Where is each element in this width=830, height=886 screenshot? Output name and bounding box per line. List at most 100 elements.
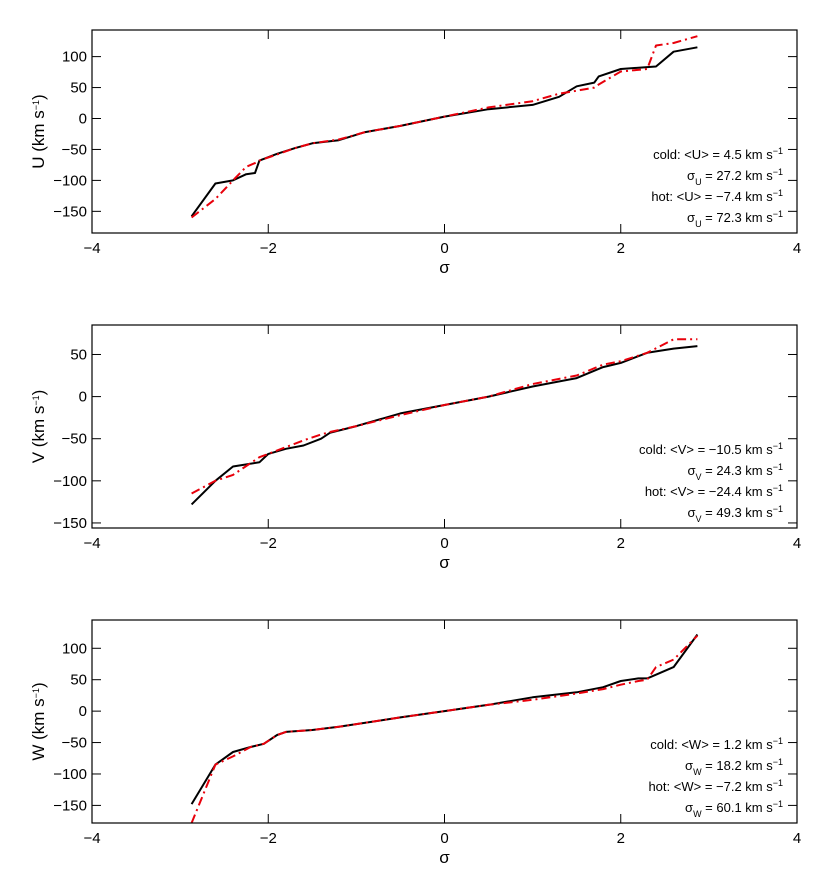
text-part: −1 <box>773 483 783 493</box>
x-tick-label: 4 <box>793 830 801 847</box>
x-tick-label: 4 <box>793 535 801 552</box>
text-part: −1 <box>773 209 783 219</box>
x-tick-label: −2 <box>260 240 277 257</box>
series-line <box>191 338 698 495</box>
series-line <box>190 345 698 506</box>
text-part: −1 <box>31 688 41 698</box>
text-part: −1 <box>773 441 783 451</box>
text-part: σ <box>685 758 693 773</box>
text-part: −1 <box>31 100 41 110</box>
text-part: σ <box>688 505 696 520</box>
text-part: U <box>695 219 702 229</box>
x-tick-label: 0 <box>440 240 448 257</box>
plot-frame <box>91 619 798 824</box>
text-part: −1 <box>773 736 783 746</box>
y-tick-label: −150 <box>53 515 87 532</box>
x-axis-label: σ <box>439 258 450 277</box>
annotation: hot: <V> = −24.4 km s−1 <box>645 483 783 499</box>
y-tick-label: −50 <box>62 141 87 158</box>
plot-frame <box>91 29 798 234</box>
text-part: = 18.2 km s <box>702 758 774 773</box>
y-axis-label: W (km s−1) <box>29 682 48 760</box>
x-tick-label: −4 <box>83 240 100 257</box>
text-part: σ <box>687 168 695 183</box>
y-tick-label: 50 <box>70 80 87 97</box>
text-part: U <box>695 177 702 187</box>
x-tick-label: 2 <box>617 830 625 847</box>
series-line <box>190 46 698 217</box>
text-part: −1 <box>773 778 783 788</box>
text-part: W (km s <box>29 698 48 760</box>
y-tick-label: −50 <box>62 735 87 752</box>
annotation: cold: <V> = −10.5 km s−1 <box>639 441 783 457</box>
text-part: W <box>693 767 702 777</box>
text-part: ) <box>29 94 48 100</box>
y-tick-label: 0 <box>79 111 87 128</box>
y-tick-label: 50 <box>70 346 87 363</box>
x-tick-label: −4 <box>83 830 100 847</box>
annotation: hot: <U> = −7.4 km s−1 <box>651 188 783 204</box>
annotation: σW = 18.2 km s−1 <box>685 757 783 777</box>
text-part: = 27.2 km s <box>702 168 774 183</box>
text-part: = 49.3 km s <box>702 505 774 520</box>
annotation: hot: <W> = −7.2 km s−1 <box>648 778 783 794</box>
x-tick-label: 2 <box>617 535 625 552</box>
x-tick-label: 0 <box>440 830 448 847</box>
annotation: cold: <U> = 4.5 km s−1 <box>653 146 783 162</box>
text-part: −1 <box>773 146 783 156</box>
text-part: hot: <U> = −7.4 km s <box>651 189 773 204</box>
text-part: −1 <box>773 167 783 177</box>
text-part: −1 <box>773 757 783 767</box>
text-part: −1 <box>773 462 783 472</box>
y-tick-label: 100 <box>62 49 87 66</box>
x-axis-label: σ <box>439 848 450 867</box>
y-axis-label: V (km s−1) <box>29 390 48 464</box>
y-tick-label: 100 <box>62 640 87 657</box>
text-part: −1 <box>31 395 41 405</box>
text-part: σ <box>688 463 696 478</box>
y-tick-label: 0 <box>79 703 87 720</box>
text-part: V <box>696 472 702 482</box>
x-tick-label: 2 <box>617 240 625 257</box>
x-tick-label: −2 <box>260 535 277 552</box>
y-tick-label: −50 <box>62 431 87 448</box>
text-part: −1 <box>773 799 783 809</box>
text-part: hot: <V> = −24.4 km s <box>645 484 773 499</box>
y-tick-label: −150 <box>53 203 87 220</box>
annotation: σW = 60.1 km s−1 <box>685 799 783 819</box>
annotation: σV = 49.3 km s−1 <box>688 504 783 524</box>
annotation: σU = 72.3 km s−1 <box>687 209 783 229</box>
text-part: V (km s <box>29 406 48 464</box>
annotation: σV = 24.3 km s−1 <box>688 462 783 482</box>
text-part: ) <box>29 682 48 688</box>
text-part: = 60.1 km s <box>702 800 774 815</box>
text-part: −1 <box>773 188 783 198</box>
y-tick-label: −100 <box>53 766 87 783</box>
text-part: hot: <W> = −7.2 km s <box>648 779 773 794</box>
plot-frame <box>91 324 798 529</box>
series-line <box>190 633 699 805</box>
y-tick-label: −100 <box>53 473 87 490</box>
text-part: ) <box>29 390 48 396</box>
x-tick-label: −4 <box>83 535 100 552</box>
series-line <box>190 634 699 824</box>
text-part: cold: <V> = −10.5 km s <box>639 442 773 457</box>
text-part: U (km s <box>29 110 48 169</box>
text-part: = 72.3 km s <box>702 210 774 225</box>
y-tick-label: −100 <box>53 172 87 189</box>
annotation: σU = 27.2 km s−1 <box>687 167 783 187</box>
x-axis-label: σ <box>439 553 450 572</box>
text-part: cold: <W> = 1.2 km s <box>650 737 773 752</box>
series-line <box>190 35 698 219</box>
text-part: cold: <U> = 4.5 km s <box>653 147 773 162</box>
y-axis-label: U (km s−1) <box>29 94 48 168</box>
y-tick-label: 0 <box>79 389 87 406</box>
text-part: −1 <box>773 504 783 514</box>
x-tick-label: 0 <box>440 535 448 552</box>
text-part: σ <box>685 800 693 815</box>
x-tick-label: 4 <box>793 240 801 257</box>
text-part: σ <box>687 210 695 225</box>
